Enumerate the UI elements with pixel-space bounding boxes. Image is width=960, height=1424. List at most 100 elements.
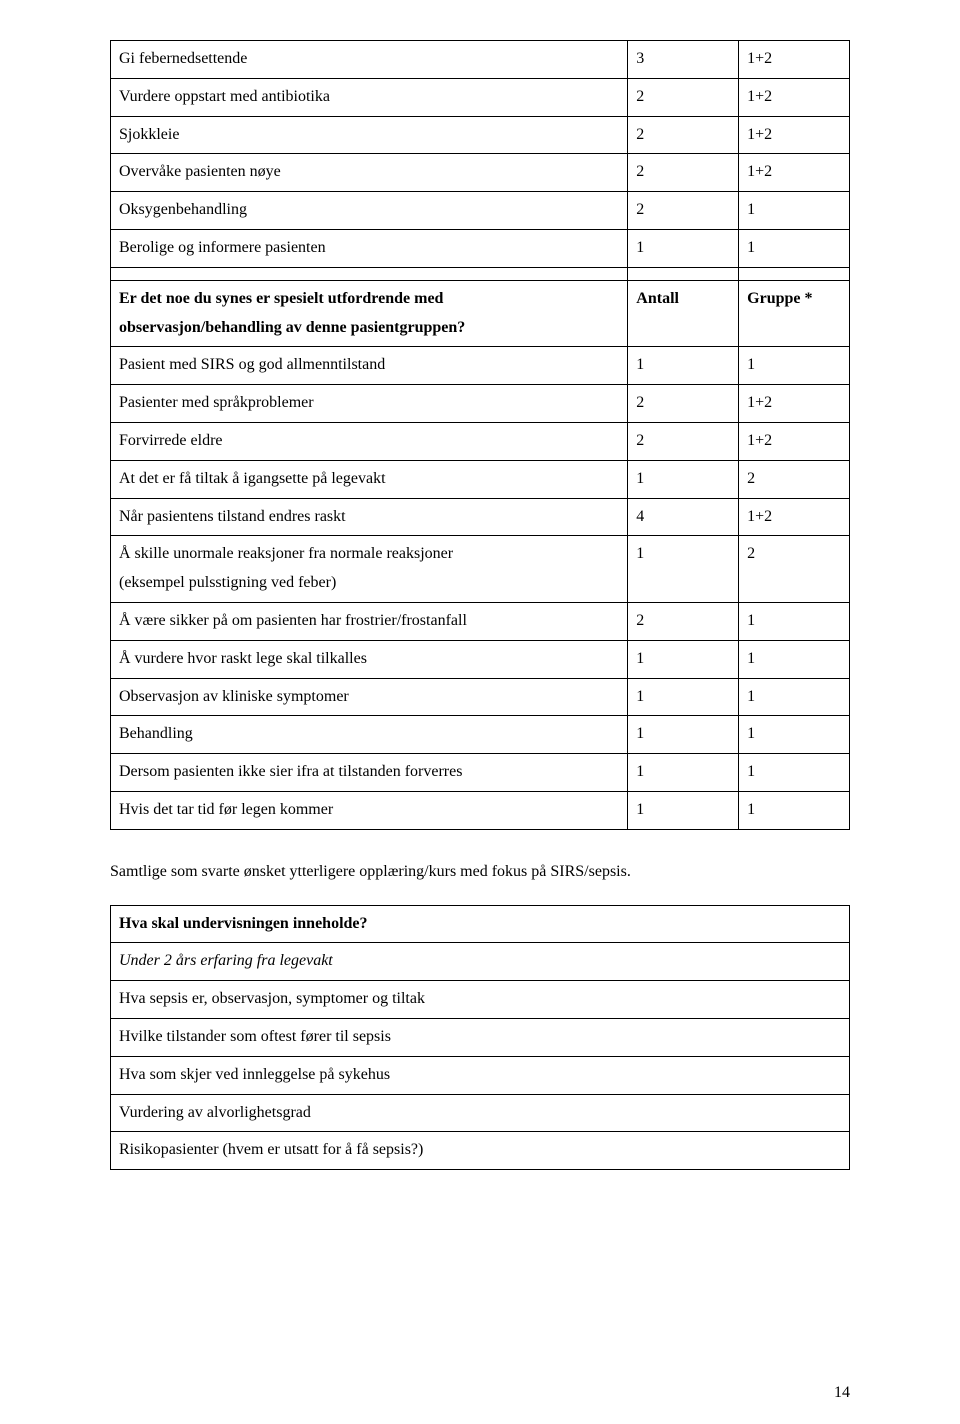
cell-gruppe: 1 <box>739 678 850 716</box>
cell-gruppe: 1+2 <box>739 78 850 116</box>
cell-antall: 1 <box>628 460 739 498</box>
cell-desc: Pasient med SIRS og god allmenntilstand <box>111 347 628 385</box>
table-row: Hva som skjer ved innleggelse på sykehus <box>111 1056 850 1094</box>
main-table: Gi febernedsettende 3 1+2 Vurdere oppsta… <box>110 40 850 830</box>
table-row: Gi febernedsettende 3 1+2 <box>111 41 850 79</box>
cell-antall: 2 <box>628 422 739 460</box>
header-cell-gruppe: Gruppe * <box>739 280 850 347</box>
cell-antall: 1 <box>628 791 739 829</box>
cell-desc: Dersom pasienten ikke sier ifra at tilst… <box>111 754 628 792</box>
header-cell-desc: Er det noe du synes er spesielt utfordre… <box>111 280 628 347</box>
cell-gruppe: 1+2 <box>739 422 850 460</box>
empty-cell <box>628 267 739 280</box>
table-row: At det er få tiltak å igangsette på lege… <box>111 460 850 498</box>
table-row: Berolige og informere pasienten 1 1 <box>111 229 850 267</box>
table-row: Behandling 1 1 <box>111 716 850 754</box>
cell-desc: Observasjon av kliniske symptomer <box>111 678 628 716</box>
teaching-table: Hva skal undervisningen inneholde? Under… <box>110 905 850 1171</box>
table-row: Observasjon av kliniske symptomer 1 1 <box>111 678 850 716</box>
teaching-cell: Hva som skjer ved innleggelse på sykehus <box>111 1056 850 1094</box>
table-row: Hvilke tilstander som oftest fører til s… <box>111 1018 850 1056</box>
teaching-cell-text: Under 2 års erfaring fra legevakt <box>119 952 333 969</box>
cell-gruppe: 1+2 <box>739 116 850 154</box>
table-row: Hvis det tar tid før legen kommer 1 1 <box>111 791 850 829</box>
cell-desc: Gi febernedsettende <box>111 41 628 79</box>
cell-desc: Å være sikker på om pasienten har frostr… <box>111 602 628 640</box>
cell-antall: 2 <box>628 385 739 423</box>
table-row: Hva sepsis er, observasjon, symptomer og… <box>111 981 850 1019</box>
table-row: Overvåke pasienten nøye 2 1+2 <box>111 154 850 192</box>
table-row: Pasienter med språkproblemer 2 1+2 <box>111 385 850 423</box>
table-row: Vurdering av alvorlighetsgrad <box>111 1094 850 1132</box>
cell-line-1: Å skille unormale reaksjoner fra normale… <box>119 545 453 562</box>
cell-desc: Forvirrede eldre <box>111 422 628 460</box>
cell-desc: At det er få tiltak å igangsette på lege… <box>111 460 628 498</box>
cell-gruppe: 1+2 <box>739 385 850 423</box>
cell-gruppe: 1+2 <box>739 154 850 192</box>
cell-gruppe: 1 <box>739 716 850 754</box>
cell-desc: Vurdere oppstart med antibiotika <box>111 78 628 116</box>
cell-desc: Overvåke pasienten nøye <box>111 154 628 192</box>
table-row: Dersom pasienten ikke sier ifra at tilst… <box>111 754 850 792</box>
cell-antall: 3 <box>628 41 739 79</box>
cell-gruppe: 1 <box>739 754 850 792</box>
cell-gruppe: 2 <box>739 536 850 603</box>
cell-gruppe: 1 <box>739 640 850 678</box>
cell-line-2: (eksempel pulsstigning ved feber) <box>119 574 336 591</box>
cell-desc: Å vurdere hvor raskt lege skal tilkalles <box>111 640 628 678</box>
teaching-cell: Vurdering av alvorlighetsgrad <box>111 1094 850 1132</box>
cell-antall: 1 <box>628 347 739 385</box>
table-header-row: Hva skal undervisningen inneholde? <box>111 905 850 943</box>
teaching-cell: Hvilke tilstander som oftest fører til s… <box>111 1018 850 1056</box>
table-row: Risikopasienter (hvem er utsatt for å få… <box>111 1132 850 1170</box>
cell-desc: Når pasientens tilstand endres raskt <box>111 498 628 536</box>
cell-gruppe: 1+2 <box>739 41 850 79</box>
cell-antall: 2 <box>628 154 739 192</box>
table-row: Under 2 års erfaring fra legevakt <box>111 943 850 981</box>
table-row: Å være sikker på om pasienten har frostr… <box>111 602 850 640</box>
table-row: Sjokkleie 2 1+2 <box>111 116 850 154</box>
table-row: Oksygenbehandling 2 1 <box>111 192 850 230</box>
cell-desc: Pasienter med språkproblemer <box>111 385 628 423</box>
cell-gruppe: 1 <box>739 347 850 385</box>
cell-gruppe: 1 <box>739 791 850 829</box>
table-row: Å skille unormale reaksjoner fra normale… <box>111 536 850 603</box>
cell-desc: Sjokkleie <box>111 116 628 154</box>
cell-desc: Hvis det tar tid før legen kommer <box>111 791 628 829</box>
cell-antall: 1 <box>628 754 739 792</box>
cell-gruppe: 1+2 <box>739 498 850 536</box>
empty-cell <box>111 267 628 280</box>
table-row: Pasient med SIRS og god allmenntilstand … <box>111 347 850 385</box>
cell-gruppe: 2 <box>739 460 850 498</box>
cell-desc: Berolige og informere pasienten <box>111 229 628 267</box>
cell-antall: 1 <box>628 536 739 603</box>
cell-antall: 2 <box>628 78 739 116</box>
cell-gruppe: 1 <box>739 229 850 267</box>
cell-antall: 2 <box>628 602 739 640</box>
table-header-row: Er det noe du synes er spesielt utfordre… <box>111 280 850 347</box>
teaching-header-cell: Hva skal undervisningen inneholde? <box>111 905 850 943</box>
empty-cell <box>739 267 850 280</box>
cell-antall: 2 <box>628 116 739 154</box>
cell-desc: Å skille unormale reaksjoner fra normale… <box>111 536 628 603</box>
header-cell-antall: Antall <box>628 280 739 347</box>
table-row: Når pasientens tilstand endres raskt 4 1… <box>111 498 850 536</box>
teaching-cell: Under 2 års erfaring fra legevakt <box>111 943 850 981</box>
cell-antall: 1 <box>628 716 739 754</box>
cell-desc: Behandling <box>111 716 628 754</box>
cell-antall: 2 <box>628 192 739 230</box>
cell-antall: 1 <box>628 640 739 678</box>
table-row: Vurdere oppstart med antibiotika 2 1+2 <box>111 78 850 116</box>
page-number: 14 <box>834 1384 850 1402</box>
teaching-cell: Hva sepsis er, observasjon, symptomer og… <box>111 981 850 1019</box>
teaching-cell: Risikopasienter (hvem er utsatt for å få… <box>111 1132 850 1170</box>
table-row: Å vurdere hvor raskt lege skal tilkalles… <box>111 640 850 678</box>
cell-antall: 1 <box>628 678 739 716</box>
body-paragraph: Samtlige som svarte ønsket ytterligere o… <box>110 858 850 887</box>
header-line-2: observasjon/behandling av denne pasientg… <box>119 319 465 336</box>
cell-antall: 1 <box>628 229 739 267</box>
cell-gruppe: 1 <box>739 602 850 640</box>
header-line-1: Er det noe du synes er spesielt utfordre… <box>119 290 443 307</box>
cell-antall: 4 <box>628 498 739 536</box>
table-row: Forvirrede eldre 2 1+2 <box>111 422 850 460</box>
